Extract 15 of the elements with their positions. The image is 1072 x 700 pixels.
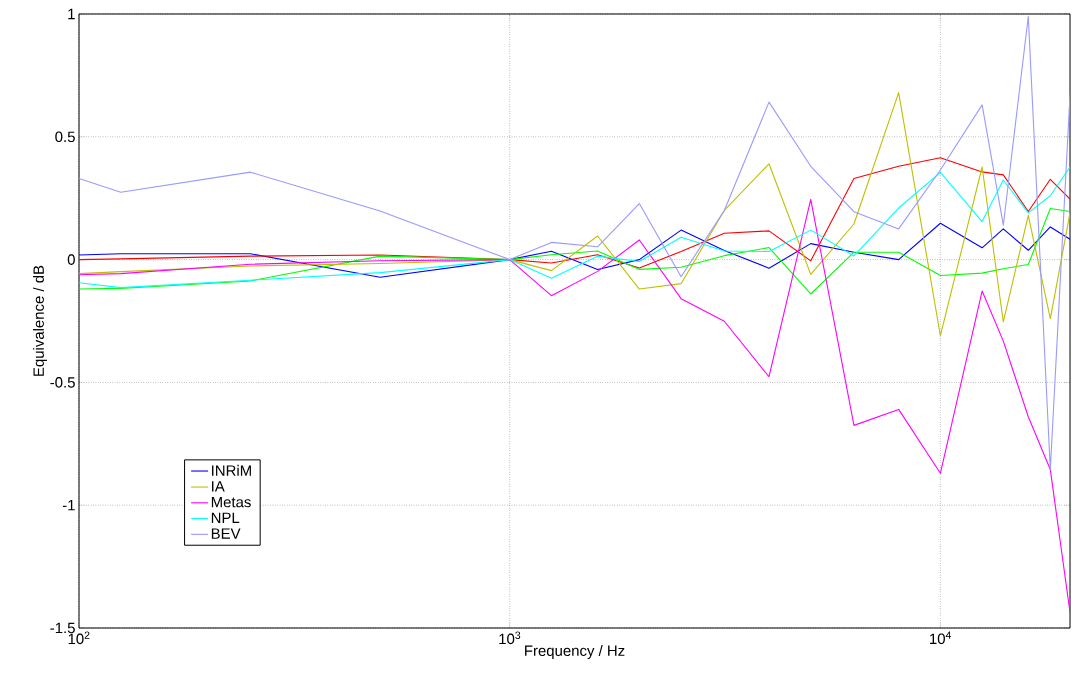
x-tick-label: 10$^{3}$ (499, 631, 521, 645)
legend-label: NPL (211, 512, 240, 523)
legend-label: INRiM (212, 464, 251, 476)
y-tick-label: 1 (68, 8, 75, 20)
x-tick-label: 10$^{4}$ (930, 631, 952, 645)
y-tick-label: 0 (67, 254, 75, 265)
legend-label: BEV (211, 528, 241, 539)
x-axis-title: Frequency / Hz (525, 645, 625, 659)
legend-label: Metas (211, 496, 251, 508)
y-tick-label: -1.5 (50, 622, 75, 634)
y-axis-title: Equivalence / dB (32, 265, 47, 376)
legend-label: IA (212, 481, 225, 492)
y-tick-label: -1 (62, 500, 75, 511)
y-tick-label: 0.5 (55, 131, 75, 143)
y-tick-label: -0.5 (50, 377, 75, 388)
